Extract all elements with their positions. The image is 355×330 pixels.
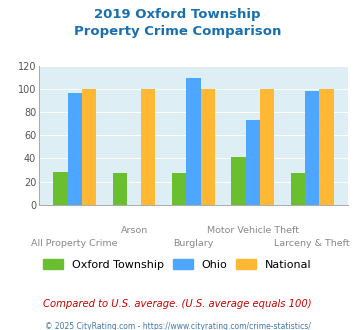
Legend: Oxford Township, Ohio, National: Oxford Township, Ohio, National [39, 255, 316, 274]
Bar [113, 174, 127, 205]
Text: Property Crime Comparison: Property Crime Comparison [74, 25, 281, 38]
Bar [320, 89, 334, 205]
Bar [260, 89, 274, 205]
Bar [67, 92, 82, 205]
Text: Compared to U.S. average. (U.S. average equals 100): Compared to U.S. average. (U.S. average … [43, 299, 312, 309]
Text: Motor Vehicle Theft: Motor Vehicle Theft [207, 226, 299, 235]
Text: © 2025 CityRating.com - https://www.cityrating.com/crime-statistics/: © 2025 CityRating.com - https://www.city… [45, 322, 310, 330]
Bar [82, 89, 96, 205]
Text: All Property Crime: All Property Crime [32, 239, 118, 248]
Bar [246, 120, 260, 205]
Bar [305, 91, 320, 205]
Text: Arson: Arson [120, 226, 148, 235]
Text: Larceny & Theft: Larceny & Theft [274, 239, 350, 248]
Text: Burglary: Burglary [173, 239, 214, 248]
Bar [291, 174, 305, 205]
Bar [201, 89, 215, 205]
Bar [53, 172, 67, 205]
Bar [141, 89, 155, 205]
Text: 2019 Oxford Township: 2019 Oxford Township [94, 8, 261, 21]
Bar [231, 157, 246, 205]
Bar [172, 174, 186, 205]
Bar [186, 78, 201, 205]
